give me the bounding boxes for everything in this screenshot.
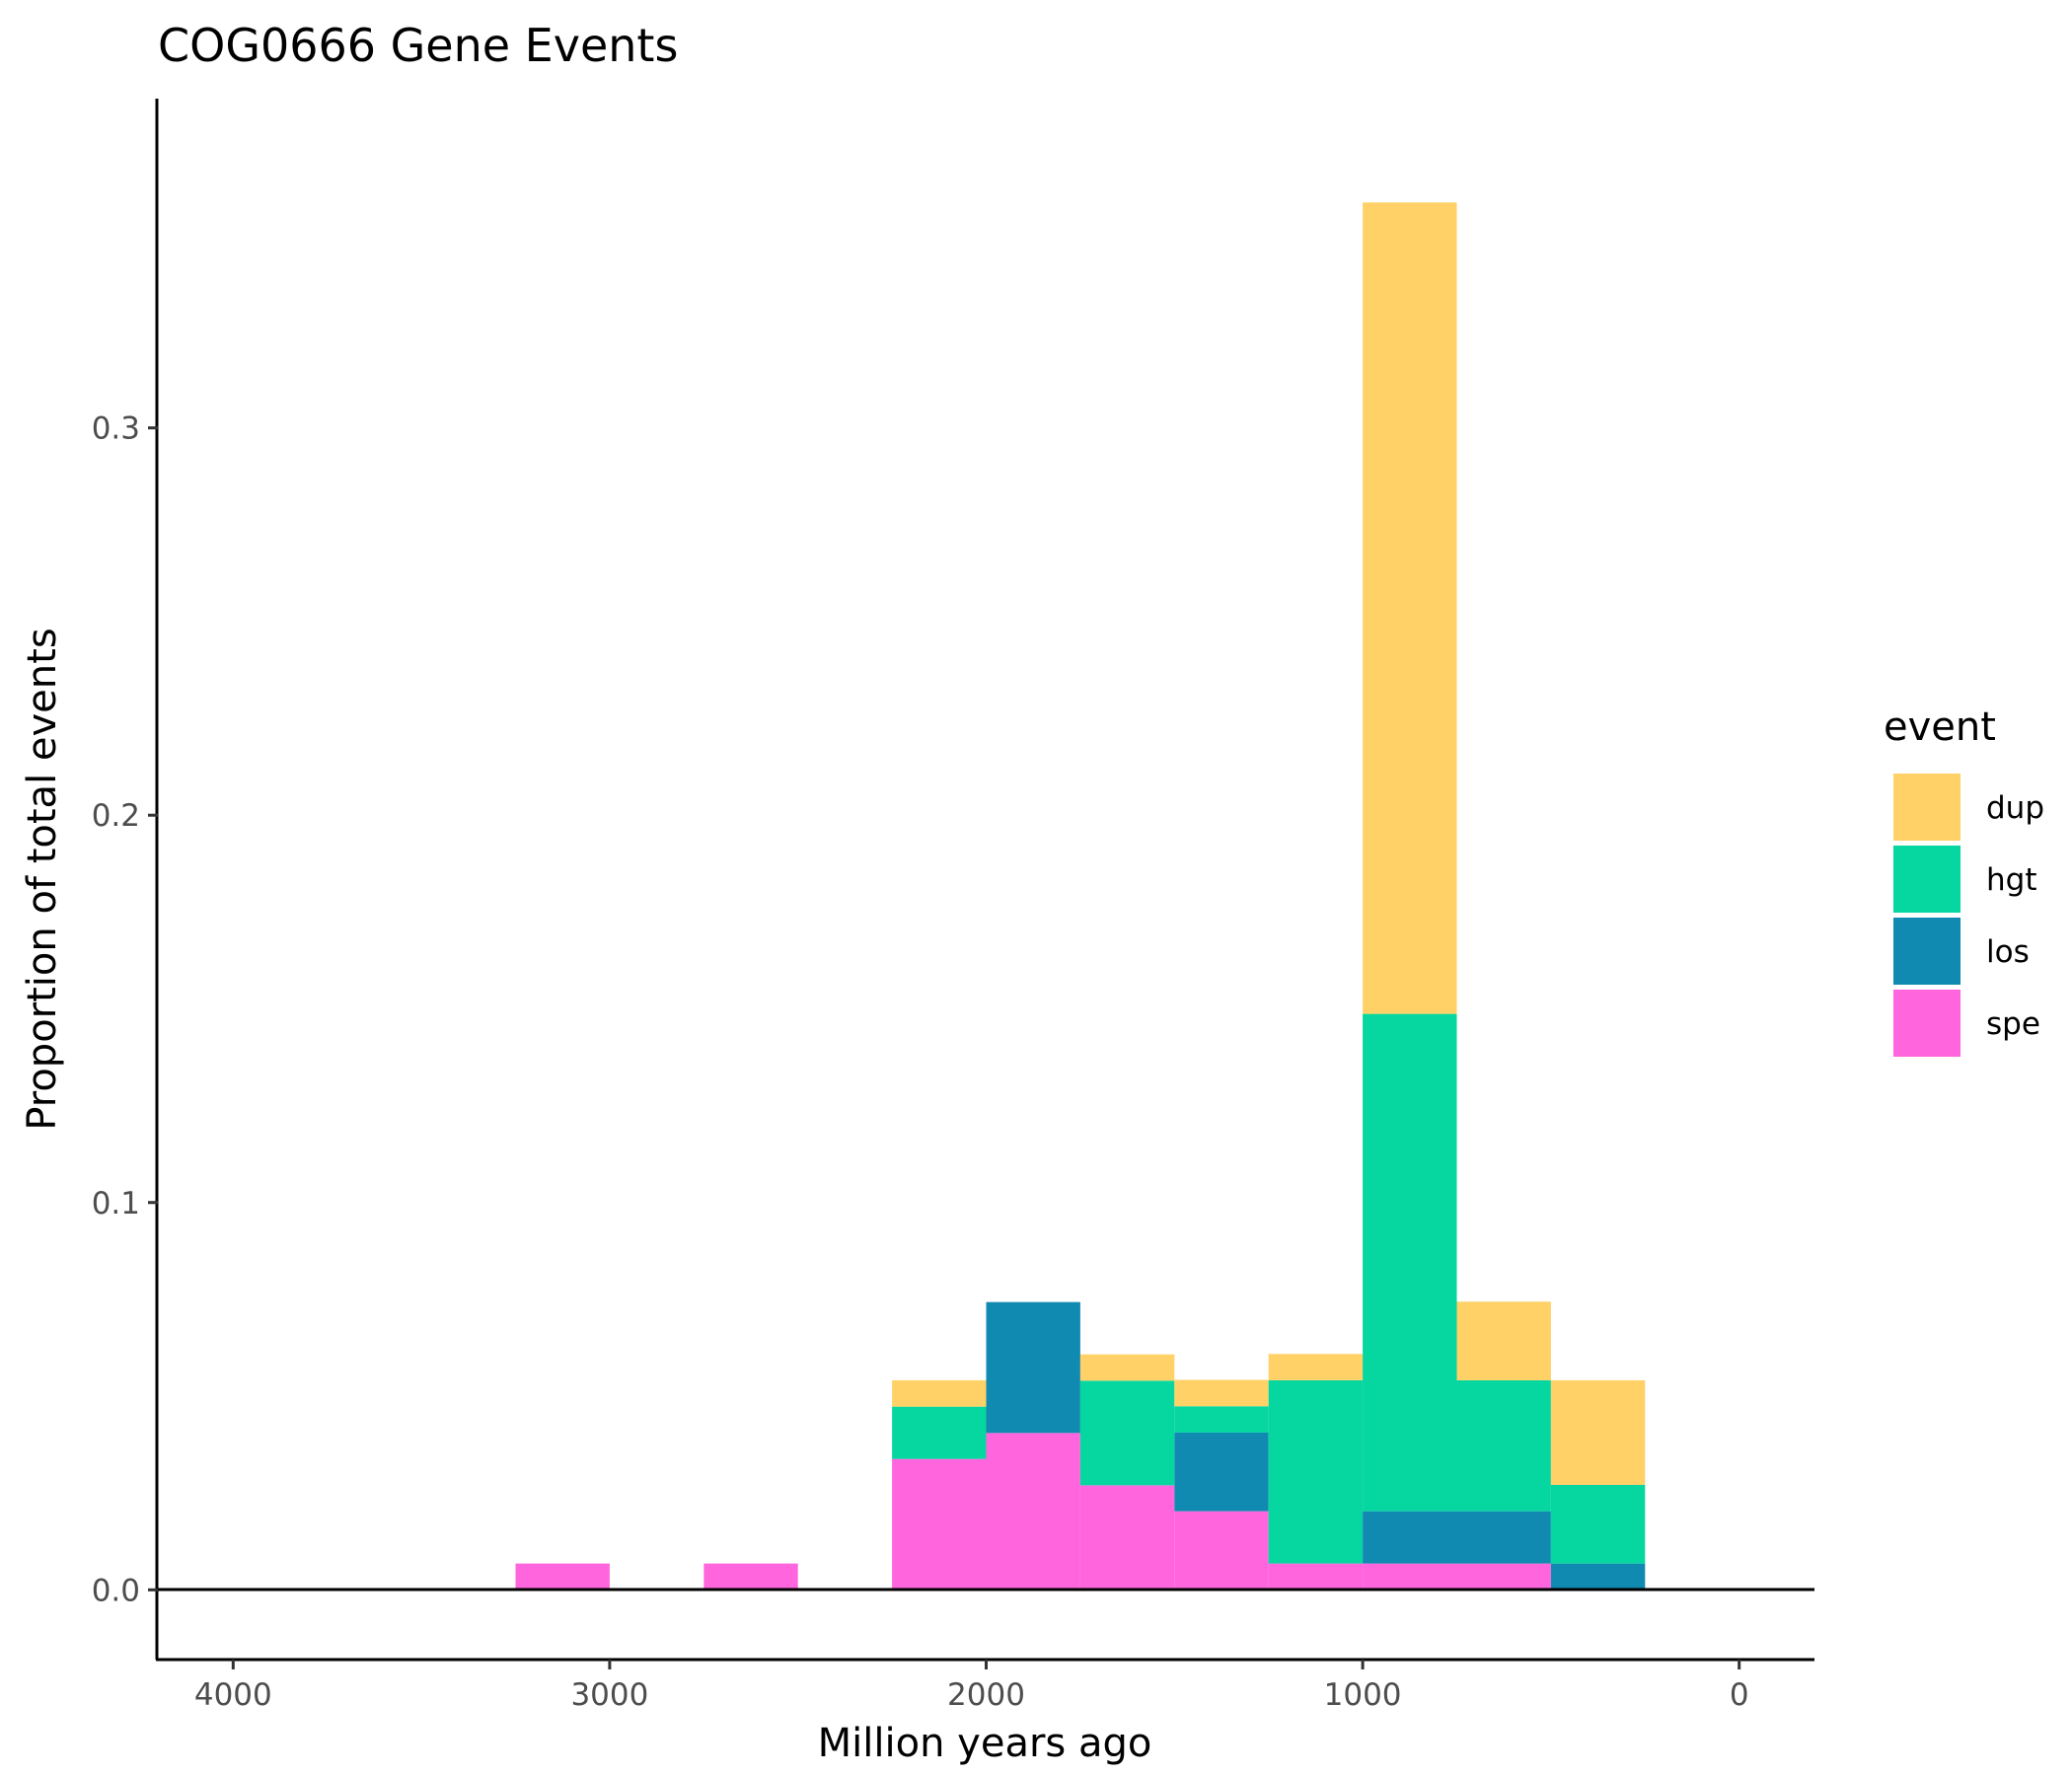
bar-segment-dup-375 [1550, 1379, 1646, 1485]
bar-segment-spe-1625 [1079, 1485, 1175, 1591]
bar-segment-hgt-1375 [1174, 1406, 1269, 1433]
bar-segment-spe-3125 [515, 1563, 610, 1591]
x-tick-label: 3000 [570, 1677, 648, 1713]
bar-segment-spe-2625 [703, 1563, 798, 1591]
bar-segment-los-375 [1550, 1563, 1646, 1591]
bar-segment-spe-1375 [1174, 1511, 1269, 1591]
y-tick-label: 0.2 [92, 798, 140, 834]
bar-segment-los-875 [1363, 1511, 1457, 1564]
chart-title: COG0666 Gene Events [158, 19, 678, 72]
bar-segment-los-1875 [986, 1301, 1080, 1434]
bar-segment-dup-2125 [892, 1379, 987, 1407]
bar-segment-hgt-625 [1456, 1379, 1551, 1512]
bar-segment-los-1375 [1174, 1432, 1269, 1512]
bar-segment-spe-1125 [1268, 1563, 1364, 1591]
legend-swatch-hgt [1893, 846, 1961, 913]
y-tick-label: 0.1 [92, 1186, 140, 1221]
x-tick-label: 4000 [194, 1677, 272, 1713]
legend-swatch-los [1893, 918, 1961, 985]
bar-segment-hgt-1125 [1268, 1379, 1364, 1564]
legend-swatch-dup [1893, 774, 1961, 841]
x-tick-label: 0 [1730, 1677, 1749, 1713]
bar-segment-dup-625 [1456, 1301, 1551, 1380]
bars-layer [515, 202, 1646, 1591]
x-tick-label: 1000 [1324, 1677, 1402, 1713]
legend-label-spe: spe [1986, 1006, 2040, 1042]
bar-segment-los-625 [1456, 1511, 1551, 1564]
bar-segment-dup-875 [1363, 202, 1457, 1014]
bar-segment-spe-2125 [892, 1458, 987, 1591]
y-axis-title: Proportion of total events [20, 628, 65, 1130]
bar-segment-hgt-375 [1550, 1484, 1646, 1564]
y-axis-ticks: 0.0 0.1 0.2 0.3 [92, 411, 158, 1608]
bar-segment-dup-1125 [1268, 1354, 1364, 1380]
x-tick-label: 2000 [947, 1677, 1025, 1713]
y-tick-label: 0.0 [92, 1573, 140, 1608]
legend-label-los: los [1986, 934, 2030, 970]
bar-segment-dup-1625 [1079, 1354, 1175, 1381]
bar-segment-spe-625 [1456, 1563, 1551, 1591]
legend-title: event [1884, 704, 1996, 750]
legend-swatch-spe [1893, 990, 1961, 1057]
legend-label-hgt: hgt [1986, 862, 2036, 898]
legend: event dup hgt los spe [1884, 704, 2044, 1057]
x-axis-title: Million years ago [818, 1721, 1152, 1766]
bar-segment-hgt-2125 [892, 1406, 987, 1459]
bar-segment-spe-1875 [986, 1433, 1080, 1591]
bar-segment-spe-875 [1363, 1563, 1457, 1591]
x-axis-ticks: 4000 3000 2000 1000 0 [194, 1660, 1749, 1713]
y-tick-label: 0.3 [92, 411, 140, 447]
bar-segment-dup-1375 [1174, 1379, 1269, 1407]
bar-segment-hgt-1625 [1079, 1380, 1175, 1486]
legend-label-dup: dup [1986, 790, 2044, 826]
bar-segment-hgt-875 [1363, 1013, 1457, 1512]
